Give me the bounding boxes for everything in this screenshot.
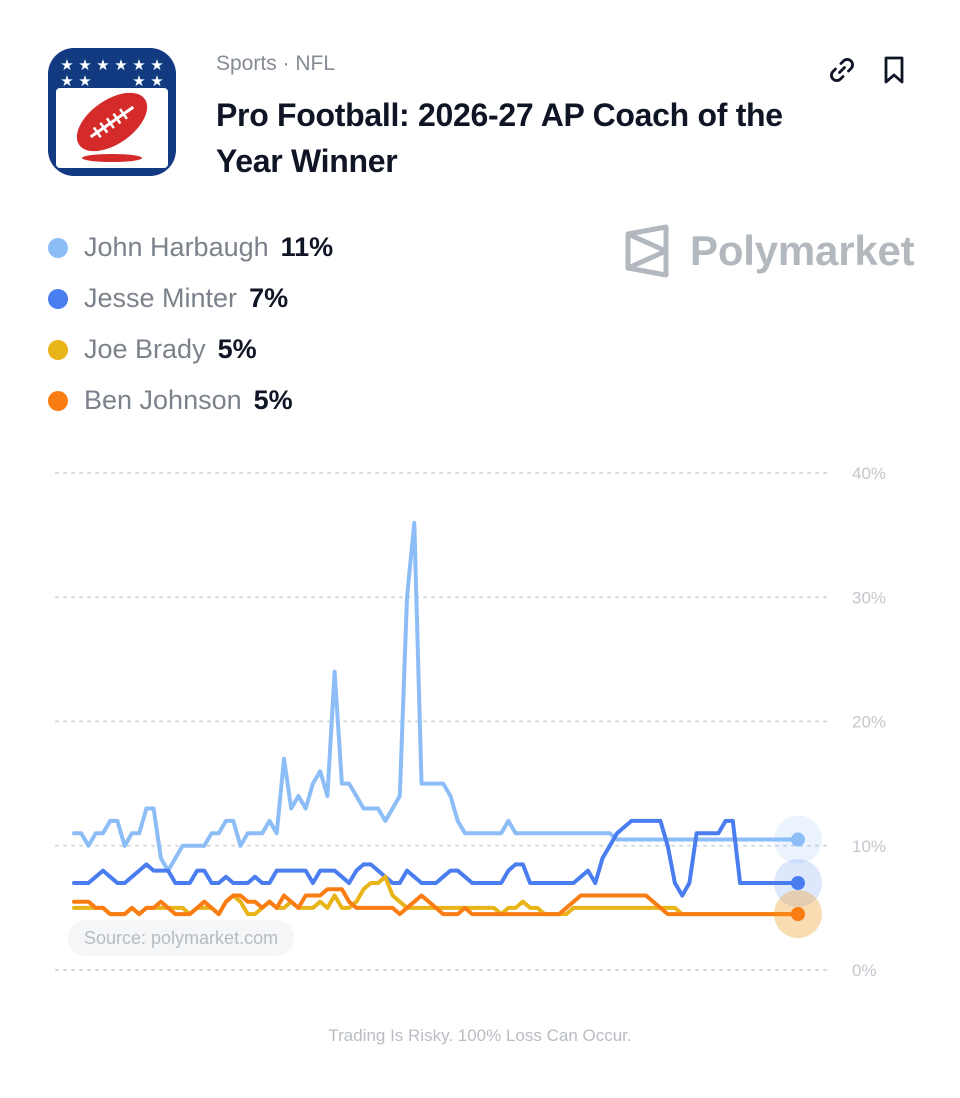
line-chart: 40% 30% 20% 10% 0% — [55, 464, 886, 980]
legend-value: 11% — [280, 232, 334, 262]
y-tick-label: 30% — [852, 588, 886, 607]
svg-text:★: ★ — [96, 56, 109, 74]
legend-dot — [48, 390, 68, 411]
legend-item-brady[interactable]: Joe Brady 5% — [48, 324, 333, 375]
bookmark-icon — [884, 56, 904, 84]
legend-name: Joe Brady — [84, 334, 206, 364]
series-line-ben-johnson — [72, 887, 800, 917]
legend-name: Jesse Minter — [84, 283, 238, 313]
link-button[interactable] — [824, 52, 860, 88]
legend-value: 5% — [253, 385, 293, 415]
y-tick-label: 10% — [852, 837, 886, 856]
disclaimer: Trading Is Risky. 100% Loss Can Occur. — [328, 1026, 632, 1045]
series-line-jesse-minter — [72, 818, 800, 898]
legend-dot — [48, 288, 68, 309]
svg-text:★: ★ — [150, 56, 163, 74]
page-title: Pro Football: 2026-27 AP Coach of the Ye… — [216, 97, 783, 179]
svg-text:★: ★ — [78, 56, 91, 74]
legend-dot — [48, 237, 68, 258]
svg-text:★: ★ — [60, 72, 73, 90]
svg-text:★: ★ — [78, 72, 91, 90]
y-tick-label: 20% — [852, 713, 886, 732]
end-point-jesse-minter[interactable] — [791, 876, 805, 891]
bookmark-button[interactable] — [876, 52, 912, 88]
series-line-john-harbaugh — [72, 520, 800, 873]
polymarket-brand: Polymarket — [624, 224, 915, 278]
legend-item-johnson[interactable]: Ben Johnson 5% — [48, 375, 333, 426]
legend-name: John Harbaugh — [84, 232, 269, 262]
svg-text:★: ★ — [132, 56, 145, 74]
svg-text:★: ★ — [132, 72, 145, 90]
legend-item-minter[interactable]: Jesse Minter 7% — [48, 273, 333, 324]
legend-name: Ben Johnson — [84, 385, 242, 415]
svg-text:★: ★ — [150, 72, 163, 90]
legend-value: 5% — [217, 334, 257, 364]
end-point-john-harbaugh[interactable] — [791, 832, 805, 847]
legend-value: 7% — [249, 283, 289, 313]
svg-text:★: ★ — [114, 56, 127, 74]
polymarket-logo-icon — [625, 224, 669, 278]
svg-text:★: ★ — [60, 56, 73, 74]
legend-dot — [48, 339, 68, 360]
y-tick-label: 0% — [852, 961, 877, 980]
brand-name: Polymarket — [690, 227, 915, 274]
legend: John Harbaugh 11% Jesse Minter 7% Joe Br… — [48, 222, 333, 426]
source-label: Source: polymarket.com — [68, 920, 295, 956]
legend-item-harbaugh[interactable]: John Harbaugh 11% — [48, 222, 333, 273]
link-icon — [830, 58, 854, 82]
end-point-ben-johnson[interactable] — [791, 907, 805, 922]
breadcrumb[interactable]: Sports · NFL — [216, 52, 336, 75]
y-tick-label: 40% — [852, 464, 886, 483]
nfl-football-logo-icon: ★ ★ ★ ★ ★ ★ ★ ★ ★ ★ — [48, 48, 176, 176]
